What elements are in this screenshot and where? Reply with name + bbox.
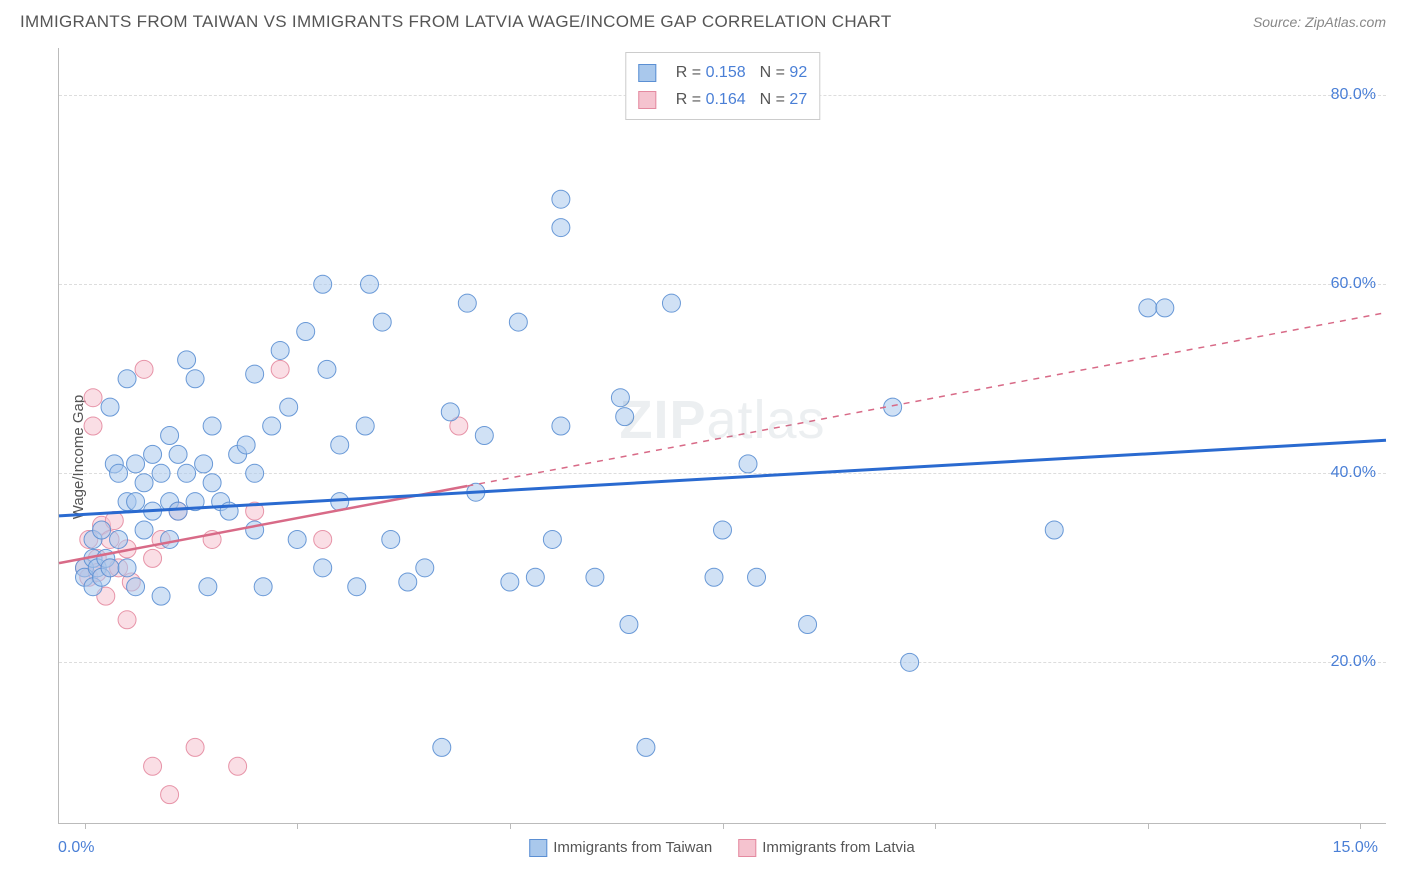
- x-tick: [1148, 823, 1149, 829]
- x-tick: [297, 823, 298, 829]
- stats-row-taiwan: R = 0.158 N = 92: [638, 59, 807, 86]
- chart-title: IMMIGRANTS FROM TAIWAN VS IMMIGRANTS FRO…: [20, 12, 892, 32]
- x-tick: [1360, 823, 1361, 829]
- n-value-taiwan: 92: [789, 64, 807, 81]
- y-tick-label: 20.0%: [1331, 653, 1376, 671]
- y-tick-label: 80.0%: [1331, 86, 1376, 104]
- r-label: R =: [676, 91, 706, 108]
- n-label: N =: [760, 64, 790, 81]
- legend-label-latvia: Immigrants from Latvia: [762, 839, 915, 856]
- n-value-latvia: 27: [789, 91, 807, 108]
- swatch-taiwan-icon: [529, 839, 547, 857]
- swatch-latvia-icon: [638, 91, 656, 109]
- legend-label-taiwan: Immigrants from Taiwan: [553, 839, 712, 856]
- y-tick-label: 60.0%: [1331, 275, 1376, 293]
- x-axis-row: 0.0% Immigrants from Taiwan Immigrants f…: [58, 830, 1386, 866]
- x-tick: [723, 823, 724, 829]
- chart-area: Wage/Income Gap ZIPatlas R = 0.158 N = 9…: [20, 48, 1386, 866]
- swatch-taiwan-icon: [638, 64, 656, 82]
- y-tick-label: 40.0%: [1331, 464, 1376, 482]
- scatter-svg: [59, 48, 1386, 823]
- legend-item-latvia: Immigrants from Latvia: [738, 839, 915, 857]
- x-axis-max-label: 15.0%: [1333, 839, 1378, 857]
- n-label: N =: [760, 91, 790, 108]
- r-label: R =: [676, 64, 706, 81]
- r-value-taiwan: 0.158: [706, 64, 746, 81]
- stats-row-latvia: R = 0.164 N = 27: [638, 86, 807, 113]
- source-attribution: Source: ZipAtlas.com: [1253, 14, 1386, 30]
- legend-item-taiwan: Immigrants from Taiwan: [529, 839, 712, 857]
- x-tick: [85, 823, 86, 829]
- plot-region: ZIPatlas R = 0.158 N = 92 R = 0.164 N = …: [58, 48, 1386, 824]
- bottom-legend: Immigrants from Taiwan Immigrants from L…: [529, 839, 914, 857]
- r-value-latvia: 0.164: [706, 91, 746, 108]
- swatch-latvia-icon: [738, 839, 756, 857]
- x-tick: [510, 823, 511, 829]
- x-tick: [935, 823, 936, 829]
- stats-legend-box: R = 0.158 N = 92 R = 0.164 N = 27: [625, 52, 820, 120]
- source-name: ZipAtlas.com: [1305, 14, 1386, 30]
- x-axis-min-label: 0.0%: [58, 839, 94, 857]
- source-prefix: Source:: [1253, 14, 1305, 30]
